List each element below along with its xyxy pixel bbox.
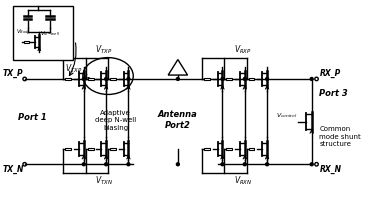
Circle shape: [221, 77, 224, 80]
Text: RX_P: RX_P: [319, 69, 341, 78]
Bar: [204, 78, 210, 80]
Circle shape: [82, 163, 85, 166]
Text: Antenna
Port2: Antenna Port2: [158, 110, 198, 130]
Bar: [204, 148, 210, 150]
Text: $V_{Body}$: $V_{Body}$: [16, 28, 31, 38]
Bar: [66, 78, 71, 80]
Circle shape: [243, 163, 246, 166]
Text: $V_{TXP}$: $V_{TXP}$: [95, 43, 113, 56]
Circle shape: [177, 77, 179, 80]
Bar: [66, 148, 71, 150]
Text: Adaptive
deep N-well
biasing: Adaptive deep N-well biasing: [95, 110, 137, 131]
Text: TX_N: TX_N: [2, 165, 24, 174]
Text: $V_{TXN}$: $V_{TXN}$: [95, 175, 113, 187]
Circle shape: [266, 163, 268, 166]
Circle shape: [243, 77, 246, 80]
Circle shape: [266, 77, 268, 80]
Bar: [226, 78, 232, 80]
Circle shape: [82, 77, 85, 80]
Circle shape: [127, 163, 130, 166]
Bar: [249, 78, 255, 80]
Text: Port 3: Port 3: [319, 89, 348, 98]
Text: Common
mode shunt
structure: Common mode shunt structure: [319, 126, 361, 147]
Circle shape: [310, 163, 313, 166]
Bar: [24, 41, 29, 43]
Text: $V_{control}$: $V_{control}$: [275, 111, 297, 120]
Circle shape: [105, 77, 107, 80]
Bar: [110, 78, 116, 80]
Text: RX_N: RX_N: [319, 165, 341, 174]
Bar: [88, 78, 94, 80]
Circle shape: [177, 163, 179, 166]
Text: $V_{N-well}$: $V_{N-well}$: [40, 29, 61, 38]
Bar: [226, 148, 232, 150]
Circle shape: [310, 77, 313, 80]
Text: $V_{TXP}$: $V_{TXP}$: [66, 63, 83, 75]
Bar: [13, 6, 73, 60]
Circle shape: [105, 163, 107, 166]
Text: $V_{RXN}$: $V_{RXN}$: [234, 175, 252, 187]
Bar: [110, 148, 116, 150]
Text: $V_{RXP}$: $V_{RXP}$: [234, 43, 252, 56]
Text: Port 1: Port 1: [18, 113, 47, 122]
Text: TX_P: TX_P: [3, 69, 24, 78]
Circle shape: [221, 163, 224, 166]
Bar: [249, 148, 255, 150]
Bar: [88, 148, 94, 150]
Circle shape: [127, 77, 130, 80]
